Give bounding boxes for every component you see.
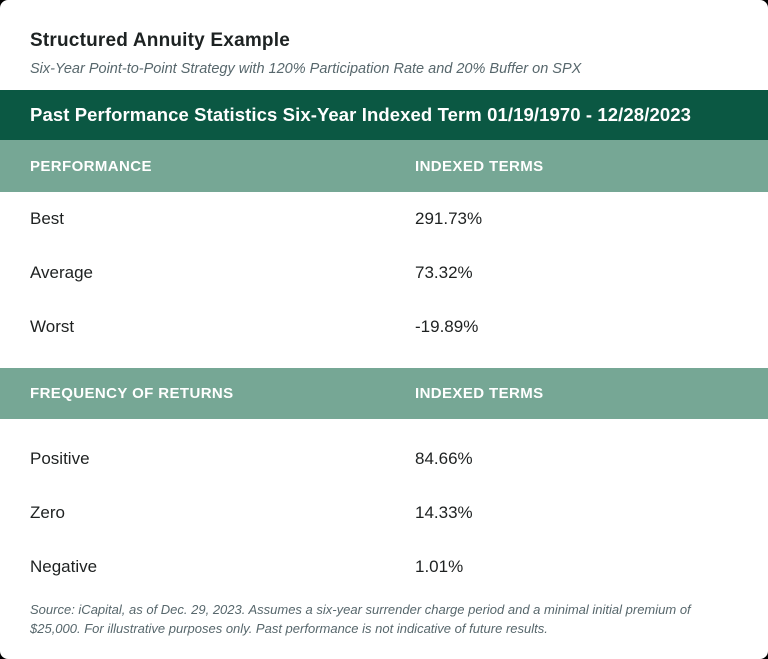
table-row-positive: Positive 84.66%: [0, 432, 768, 486]
table-row-worst: Worst -19.89%: [0, 300, 768, 354]
row-value: 291.73%: [415, 209, 483, 228]
row-value: -19.89%: [415, 317, 479, 336]
table-row-zero: Zero 14.33%: [0, 486, 768, 540]
row-label: Worst: [30, 317, 75, 336]
banner-title: Past Performance Statistics Six-Year Ind…: [30, 104, 691, 125]
row-value: 73.32%: [415, 263, 473, 282]
row-value: 14.33%: [415, 503, 473, 522]
row-value: 1.01%: [415, 557, 464, 576]
frequency-header-indexed-terms: INDEXED TERMS: [415, 385, 544, 402]
row-label: Zero: [30, 503, 65, 522]
performance-header-label: PERFORMANCE: [30, 157, 152, 175]
frequency-table-body: Positive 84.66% Zero 14.33% Negative 1.0…: [0, 432, 768, 594]
row-value: 84.66%: [415, 449, 473, 468]
source-footnote: Source: iCapital, as of Dec. 29, 2023. A…: [30, 602, 691, 636]
table-row-average: Average 73.32%: [0, 246, 768, 300]
row-label: Best: [30, 209, 65, 228]
card-header: Structured Annuity Example Six-Year Poin…: [0, 0, 768, 90]
frequency-header-label: FREQUENCY OF RETURNS: [30, 385, 234, 402]
performance-table-header: PERFORMANCE INDEXED TERMS: [0, 140, 768, 192]
row-label: Positive: [30, 449, 90, 468]
row-label: Average: [30, 263, 94, 282]
page-title: Structured Annuity Example: [30, 30, 290, 51]
performance-table-body: Best 291.73% Average 73.32% Worst -19.89…: [0, 192, 768, 354]
page-subtitle: Six-Year Point-to-Point Strategy with 12…: [30, 61, 582, 77]
table-row-best: Best 291.73%: [0, 192, 768, 246]
frequency-table-header: FREQUENCY OF RETURNS INDEXED TERMS: [0, 368, 768, 419]
past-performance-banner: Past Performance Statistics Six-Year Ind…: [0, 90, 768, 140]
row-label: Negative: [30, 557, 98, 576]
performance-header-indexed-terms: INDEXED TERMS: [415, 157, 544, 175]
table-row-negative: Negative 1.01%: [0, 540, 768, 594]
